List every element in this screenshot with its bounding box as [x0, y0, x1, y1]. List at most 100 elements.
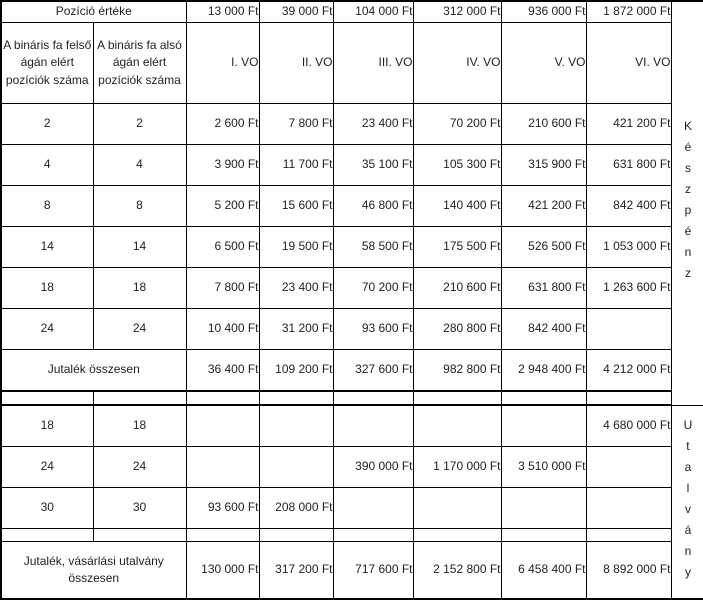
vo-header-cell: IV. VO: [412, 22, 502, 104]
commission-value-cell: 4 680 000 Ft: [585, 404, 672, 447]
spacer-cell: [185, 528, 260, 542]
position-value-cell: 936 000 Ft: [500, 0, 587, 23]
branch-bottom-header: A bináris fa alsó ágán elért pozíciók sz…: [92, 22, 187, 104]
commission-value-cell: 3 900 Ft: [185, 144, 260, 186]
cash-total-value: 982 800 Ft: [412, 349, 502, 392]
commission-value-cell: 19 500 Ft: [258, 226, 334, 268]
commission-value-cell: 842 400 Ft: [500, 308, 587, 350]
commission-value-cell: [412, 404, 502, 447]
commission-value-cell: 140 400 Ft: [412, 185, 502, 227]
cash-total-label: Jutalék összesen: [0, 349, 187, 392]
vo-header-cell: III. VO: [332, 22, 414, 104]
commission-value-cell: 315 900 Ft: [500, 144, 587, 186]
position-count-cell: 24: [0, 446, 94, 488]
commission-value-cell: 1 053 000 Ft: [585, 226, 672, 268]
position-value-cell: 13 000 Ft: [185, 0, 260, 23]
commission-value-cell: 208 000 Ft: [258, 487, 334, 529]
cash-total-value: 4 212 000 Ft: [585, 349, 672, 392]
commission-value-cell: 5 200 Ft: [185, 185, 260, 227]
commission-value-cell: 70 200 Ft: [412, 103, 502, 145]
commission-value-cell: 105 300 Ft: [412, 144, 502, 186]
vo-header-cell: I. VO: [185, 22, 260, 104]
voucher-total-value: 717 600 Ft: [332, 541, 414, 600]
commission-value-cell: [332, 404, 414, 447]
spacer-cell: [92, 390, 187, 406]
spacer-cell: [412, 528, 502, 542]
spacer-cell: [185, 390, 260, 406]
commission-value-cell: 93 600 Ft: [185, 487, 260, 529]
commission-value-cell: [258, 404, 334, 447]
spacer-cell: [585, 528, 672, 542]
commission-value-cell: 11 700 Ft: [258, 144, 334, 186]
commission-value-cell: 6 500 Ft: [185, 226, 260, 268]
position-count-cell: 30: [92, 487, 187, 529]
position-count-cell: 18: [92, 404, 187, 447]
position-count-cell: 14: [0, 226, 94, 268]
position-count-cell: 14: [92, 226, 187, 268]
position-count-cell: 2: [0, 103, 94, 145]
voucher-total-value: 8 892 000 Ft: [585, 541, 672, 600]
commission-value-cell: 210 600 Ft: [500, 103, 587, 145]
commission-value-cell: 15 600 Ft: [258, 185, 334, 227]
commission-value-cell: 421 200 Ft: [500, 185, 587, 227]
commission-value-cell: 526 500 Ft: [500, 226, 587, 268]
commission-value-cell: 390 000 Ft: [332, 446, 414, 488]
cash-side-label: Készpénz: [670, 0, 703, 406]
vo-header-cell: VI. VO: [585, 22, 672, 104]
cash-row: 18 18 7 800 Ft 23 400 Ft 70 200 Ft 210 6…: [0, 267, 703, 309]
position-value-header-row: Pozíció értéke 13 000 Ft 39 000 Ft 104 0…: [0, 0, 703, 406]
spacer-cell: [92, 528, 187, 542]
voucher-total-value: 317 200 Ft: [258, 541, 334, 600]
cash-row: 4 4 3 900 Ft 11 700 Ft 35 100 Ft 105 300…: [0, 144, 703, 186]
voucher-side-label: Utalvány: [670, 404, 703, 600]
commission-value-cell: 3 510 000 Ft: [500, 446, 587, 488]
branch-top-header: A bináris fa felső ágán elért pozíciók s…: [0, 22, 94, 104]
commission-value-cell: 35 100 Ft: [332, 144, 414, 186]
position-value-cell: 39 000 Ft: [258, 0, 334, 23]
commission-value-cell: 10 400 Ft: [185, 308, 260, 350]
commission-value-cell: [500, 487, 587, 529]
voucher-row: 24 24 390 000 Ft 1 170 000 Ft 3 510 000 …: [0, 446, 703, 488]
commission-value-cell: [185, 446, 260, 488]
position-count-cell: 24: [92, 308, 187, 350]
spacer-cell: [500, 528, 587, 542]
position-count-cell: 24: [0, 308, 94, 350]
commission-value-cell: 631 800 Ft: [500, 267, 587, 309]
cash-total-value: 109 200 Ft: [258, 349, 334, 392]
cash-row: 14 14 6 500 Ft 19 500 Ft 58 500 Ft 175 5…: [0, 226, 703, 268]
commission-value-cell: 7 800 Ft: [258, 103, 334, 145]
position-count-cell: 18: [92, 267, 187, 309]
spacer-cell: [412, 390, 502, 406]
cash-total-row: Jutalék összesen 36 400 Ft 109 200 Ft 32…: [0, 349, 703, 392]
commission-value-cell: [332, 487, 414, 529]
position-count-cell: 8: [92, 185, 187, 227]
position-value-cell: 1 872 000 Ft: [585, 0, 672, 23]
vo-header-cell: II. VO: [258, 22, 334, 104]
spacer-cell: [0, 528, 94, 542]
commission-value-cell: [500, 404, 587, 447]
position-count-cell: 24: [92, 446, 187, 488]
commission-value-cell: 23 400 Ft: [258, 267, 334, 309]
commission-value-cell: 7 800 Ft: [185, 267, 260, 309]
commission-value-cell: 842 400 Ft: [585, 185, 672, 227]
position-value-cell: 104 000 Ft: [332, 0, 414, 23]
vo-header-row: A bináris fa felső ágán elért pozíciók s…: [0, 22, 703, 104]
commission-value-cell: 93 600 Ft: [332, 308, 414, 350]
commission-value-cell: 631 800 Ft: [585, 144, 672, 186]
cash-total-value: 327 600 Ft: [332, 349, 414, 392]
voucher-total-value: 2 152 800 Ft: [412, 541, 502, 600]
vo-header-cell: V. VO: [500, 22, 587, 104]
voucher-total-value: 6 458 400 Ft: [500, 541, 587, 600]
commission-value-cell: [258, 446, 334, 488]
commission-value-cell: [185, 404, 260, 447]
commission-value-cell: 421 200 Ft: [585, 103, 672, 145]
voucher-total-row: Jutalék, vásárlási utalvány összesen 130…: [0, 541, 703, 600]
spacer-cell: [332, 390, 414, 406]
cash-row: 2 2 2 600 Ft 7 800 Ft 23 400 Ft 70 200 F…: [0, 103, 703, 145]
voucher-total-value: 130 000 Ft: [185, 541, 260, 600]
position-count-cell: 18: [0, 267, 94, 309]
position-value-label: Pozíció értéke: [0, 0, 187, 23]
spacer-cell: [585, 390, 672, 406]
